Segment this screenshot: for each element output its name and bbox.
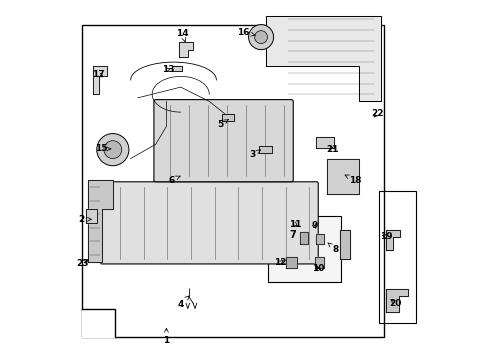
Polygon shape: [179, 42, 193, 57]
Text: 14: 14: [176, 29, 189, 42]
Text: 3: 3: [249, 150, 261, 159]
Circle shape: [255, 31, 268, 44]
Bar: [82, 24, 384, 337]
Text: 9: 9: [312, 221, 318, 230]
Polygon shape: [93, 66, 107, 94]
Polygon shape: [315, 257, 323, 267]
Circle shape: [104, 141, 122, 158]
Polygon shape: [222, 114, 234, 121]
Polygon shape: [267, 16, 381, 102]
Text: 8: 8: [328, 243, 339, 254]
Polygon shape: [340, 230, 350, 258]
Text: 12: 12: [274, 258, 287, 267]
Text: 7: 7: [290, 230, 296, 240]
Text: 16: 16: [237, 28, 255, 37]
Polygon shape: [300, 232, 308, 244]
Bar: [379, 191, 416, 323]
Polygon shape: [386, 230, 400, 249]
Bar: [268, 216, 342, 282]
Text: 5: 5: [217, 120, 228, 129]
Text: 13: 13: [162, 65, 174, 74]
Text: 18: 18: [345, 175, 361, 185]
Text: 23: 23: [76, 260, 88, 269]
Text: 19: 19: [380, 232, 392, 241]
Text: 2: 2: [78, 215, 91, 224]
Polygon shape: [286, 257, 297, 267]
Circle shape: [248, 24, 273, 50]
FancyBboxPatch shape: [154, 100, 293, 182]
Text: 10: 10: [312, 264, 324, 273]
Text: 21: 21: [326, 145, 339, 154]
Text: 15: 15: [95, 144, 111, 153]
Polygon shape: [327, 158, 359, 194]
Polygon shape: [86, 208, 97, 223]
Polygon shape: [317, 137, 334, 148]
Text: 1: 1: [163, 328, 170, 345]
Polygon shape: [259, 146, 272, 153]
FancyBboxPatch shape: [100, 182, 318, 264]
Circle shape: [97, 134, 129, 166]
Polygon shape: [88, 180, 113, 262]
Polygon shape: [82, 309, 115, 337]
Polygon shape: [172, 66, 182, 71]
Text: 20: 20: [389, 299, 401, 308]
Text: 22: 22: [371, 109, 383, 118]
Text: 4: 4: [177, 296, 189, 309]
Text: 17: 17: [92, 70, 105, 79]
Text: 6: 6: [169, 176, 180, 185]
Polygon shape: [386, 289, 408, 312]
Polygon shape: [317, 234, 323, 244]
Text: 11: 11: [290, 220, 302, 229]
